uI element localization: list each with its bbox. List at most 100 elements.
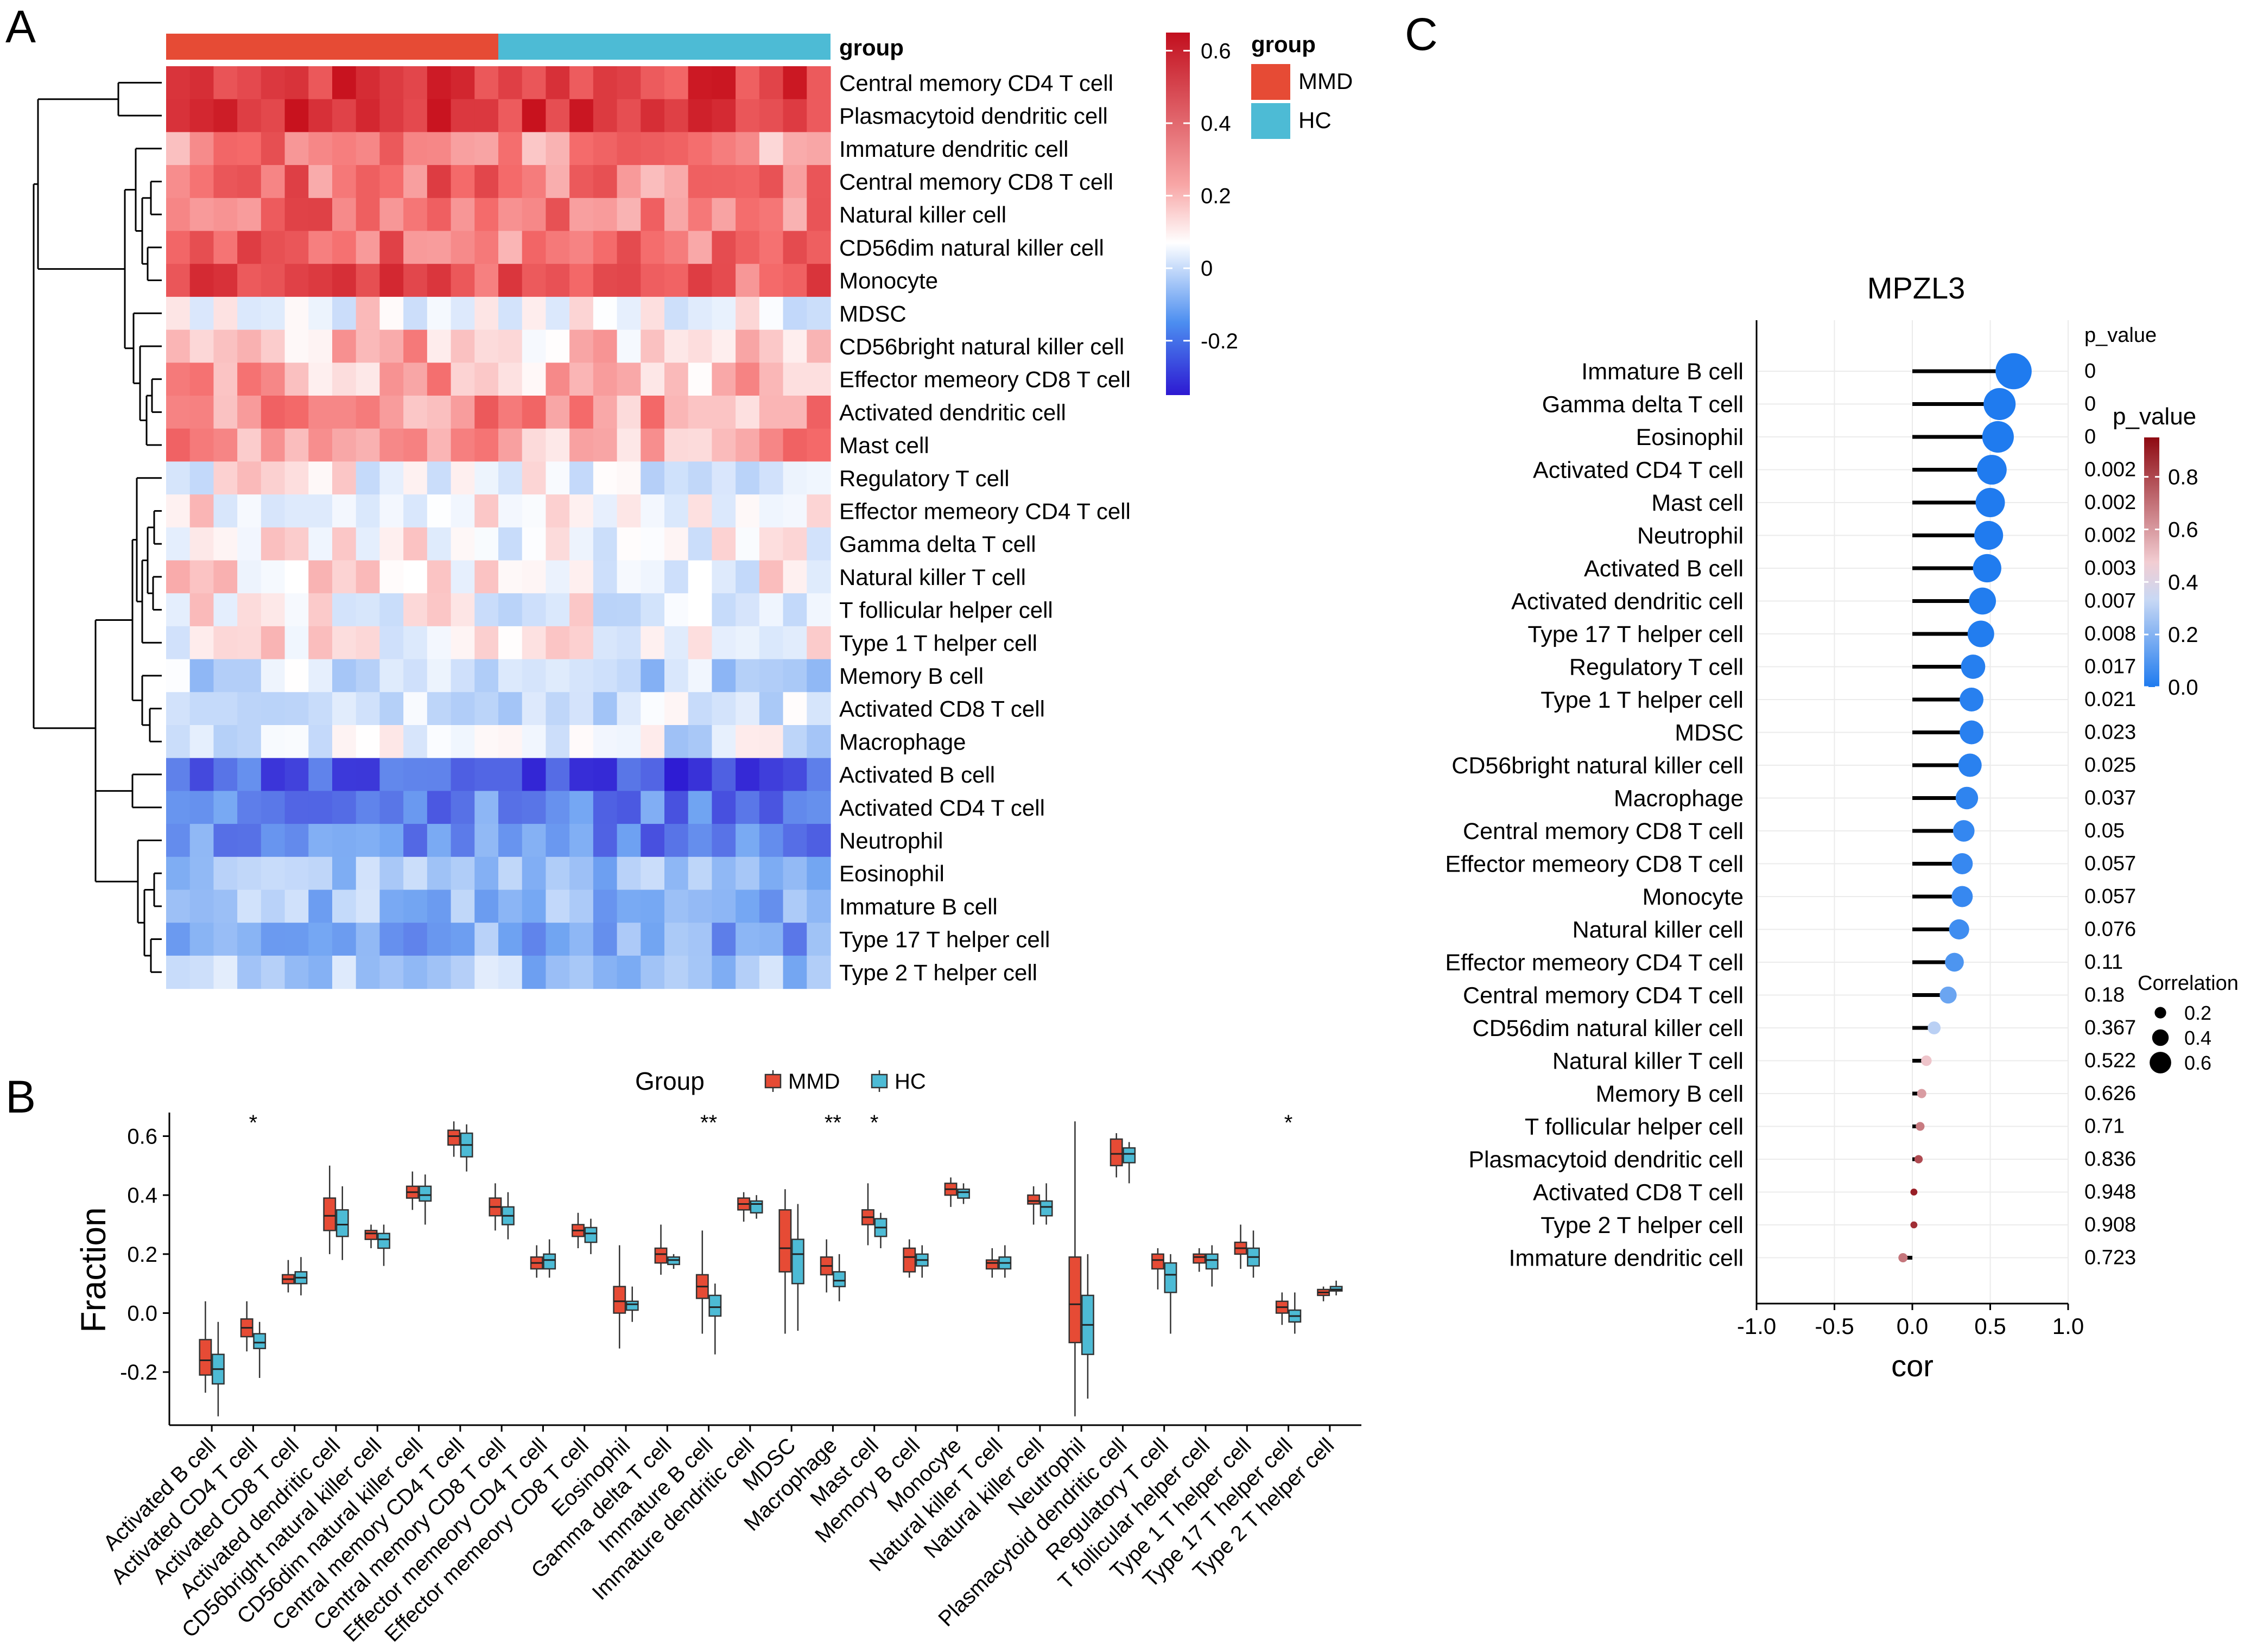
heatmap-cell: [712, 692, 736, 726]
heatmap-cell: [498, 494, 523, 528]
heatmap-cell: [807, 725, 831, 759]
heatmap-cell: [783, 725, 807, 759]
heatmap-cell: [641, 329, 665, 363]
heatmap-cell: [166, 66, 191, 100]
heatmap-cell: [664, 231, 689, 264]
heatmap-cell: [569, 955, 594, 989]
heatmap-cell: [569, 758, 594, 791]
pvalue-colorbar-ticks: 0.8 0.6 0.4 0.2 0.0: [2144, 466, 2198, 700]
lollipop-x-axis-label: cor: [1891, 1349, 1934, 1383]
heatmap-cell: [213, 363, 238, 396]
heatmap-cell: [498, 198, 523, 232]
heatmap-cell: [213, 99, 238, 132]
heatmap-cell: [617, 889, 641, 923]
heatmap-cell: [641, 494, 665, 528]
heatmap-cell: [451, 955, 475, 989]
heatmap-cell: [213, 132, 238, 166]
heatmap-cell: [498, 231, 523, 264]
heatmap-cell: [284, 99, 309, 132]
heatmap-cell: [736, 396, 760, 429]
heatmap-cell: [759, 461, 784, 495]
heatmap-cell: [736, 527, 760, 561]
heatmap-cell: [284, 296, 309, 331]
heatmap-cell: [474, 527, 499, 561]
heatmap-cell: [284, 329, 309, 363]
heatmap-cell: [166, 955, 191, 989]
lollipop-row-labels: Immature B cell Gamma delta T cell Eosinop…: [1445, 359, 1744, 1272]
heatmap-cell: [783, 824, 807, 857]
size-legend-dot: [2154, 1007, 2166, 1019]
size-legend: 0.2 0.4 0.6: [2150, 1002, 2211, 1074]
heatmap-cell: [308, 626, 333, 660]
heatmap-cell: [474, 461, 499, 495]
significance-mark: **: [700, 1111, 717, 1135]
lollipop-row-label: T follicular helper cell: [1525, 1114, 1744, 1140]
heatmap-cell: [617, 659, 641, 692]
heatmap-cell: [546, 165, 570, 199]
pvalue-label: 0.057: [2084, 885, 2136, 908]
heatmap-cell: [664, 856, 689, 891]
heatmap-cell: [379, 461, 404, 495]
heatmap-cell: [474, 692, 499, 726]
heatmap-colorbar-tick-label: 0: [1201, 257, 1213, 281]
pvalue-label: 0.367: [2084, 1016, 2136, 1039]
heatmap-cell: [379, 66, 404, 100]
heatmap-cell: [166, 659, 191, 692]
heatmap-cell: [759, 856, 784, 891]
heatmap-cell: [189, 626, 214, 660]
heatmap-cell: [664, 264, 689, 297]
heatmap-cell: [498, 329, 523, 363]
heatmap-cell: [308, 165, 333, 199]
lollipop-row-label: Central memory CD8 T cell: [1463, 818, 1744, 844]
heatmap-cell: [332, 626, 357, 660]
panel-label-b: B: [5, 1071, 36, 1122]
heatmap-cell: [569, 264, 594, 297]
boxplot-y-ticks: -0.2 0.0 0.2 0.4 0.6: [120, 1124, 169, 1384]
heatmap-cell: [379, 856, 404, 891]
heatmap-cell: [261, 758, 286, 791]
significance-mark: *: [1284, 1111, 1293, 1135]
heatmap-cell: [403, 791, 428, 824]
lollipop-row-label: Memory B cell: [1596, 1081, 1744, 1107]
lollipop-point: [1955, 786, 1979, 810]
heatmap-cell: [807, 758, 831, 791]
heatmap-cell: [688, 824, 713, 857]
heatmap-cell: [569, 66, 594, 100]
heatmap-cell: [546, 66, 570, 100]
heatmap-cell: [261, 66, 286, 100]
heatmap-cell: [284, 66, 309, 100]
heatmap-cell: [427, 758, 452, 791]
heatmap-cell: [522, 955, 547, 989]
heatmap-cell: [332, 824, 357, 857]
box-hc: [708, 1294, 722, 1317]
heatmap-cell: [641, 824, 665, 857]
heatmap-cell: [593, 692, 618, 726]
heatmap-cell: [617, 923, 641, 956]
heatmap-cell: [783, 659, 807, 692]
heatmap-cell: [546, 593, 570, 627]
heatmap-cell: [427, 396, 452, 429]
heatmap-cell: [641, 692, 665, 726]
heatmap-cell: [379, 824, 404, 857]
heatmap-cell: [546, 560, 570, 594]
heatmap-cell: [522, 198, 547, 232]
heatmap-cell: [593, 329, 618, 363]
heatmap-cell: [593, 461, 618, 495]
heatmap-cell: [332, 494, 357, 528]
heatmap-cell: [189, 461, 214, 495]
heatmap-cell: [403, 264, 428, 297]
heatmap-cell: [403, 66, 428, 100]
heatmap-cell: [284, 231, 309, 264]
lollipop-pvalue-header: p_value: [2084, 324, 2157, 347]
heatmap-cell: [783, 329, 807, 363]
heatmap-cell: [736, 758, 760, 791]
heatmap-group-bar: [166, 34, 831, 60]
box-hc: [1205, 1253, 1219, 1270]
heatmap-cell: [664, 955, 689, 989]
heatmap-cell: [736, 955, 760, 989]
heatmap-cell: [736, 923, 760, 956]
heatmap-cell: [807, 527, 831, 561]
heatmap-cell: [237, 824, 262, 857]
heatmap-cell: [569, 198, 594, 232]
heatmap-cell: [783, 889, 807, 923]
